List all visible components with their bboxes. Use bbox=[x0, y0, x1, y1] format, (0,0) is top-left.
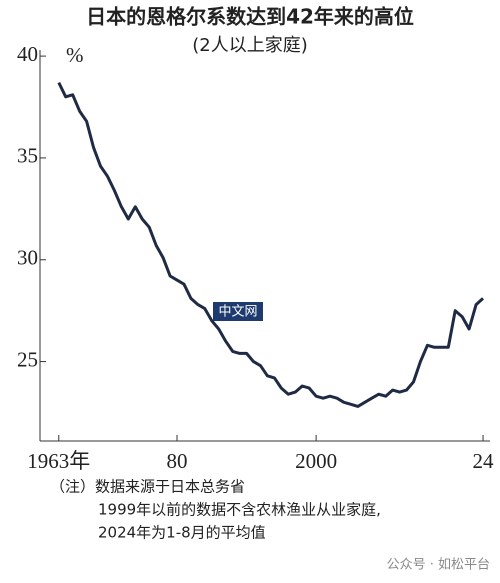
note: 1999年以前的数据不含农林渔业从业家庭, bbox=[98, 501, 381, 519]
line-series bbox=[57, 81, 485, 408]
chart-subtitle: (2人以上家庭) bbox=[192, 35, 308, 56]
y-tick-label: 35 bbox=[17, 144, 38, 168]
x-tick-label: 80 bbox=[167, 449, 188, 473]
x-tick-label: 1963年 bbox=[27, 449, 90, 473]
y-tick-label: 25 bbox=[17, 347, 38, 371]
x-tick-label: 2000 bbox=[295, 449, 337, 473]
x-tick-label: 24 bbox=[473, 449, 495, 473]
y-tick-label: 40 bbox=[17, 42, 38, 66]
credit: 公众号 · 如松平台 bbox=[387, 557, 490, 573]
watermark-box bbox=[213, 302, 263, 321]
note: （注）数据来源于日本总务省 bbox=[50, 478, 245, 496]
note: 2024年为1-8月的平均值 bbox=[98, 524, 266, 542]
chart-title: 日本的恩格尔系数达到42年来的高位 bbox=[86, 5, 414, 29]
y-tick-label: 30 bbox=[17, 246, 38, 270]
watermark: 中文网 bbox=[218, 305, 257, 320]
y-unit: % bbox=[66, 43, 84, 67]
